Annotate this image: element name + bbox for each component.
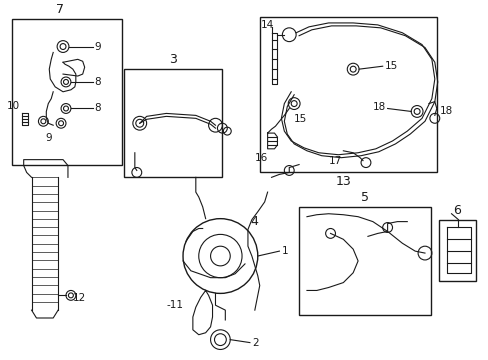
Bar <box>259 17 436 172</box>
Text: 8: 8 <box>94 77 101 87</box>
Text: 4: 4 <box>249 215 257 228</box>
Text: 6: 6 <box>452 204 461 217</box>
Text: 1: 1 <box>281 246 287 256</box>
Text: 5: 5 <box>360 191 368 204</box>
Bar <box>124 69 222 177</box>
Bar <box>12 19 122 165</box>
Text: 18: 18 <box>439 107 452 116</box>
Text: 7: 7 <box>56 3 64 16</box>
Text: 10: 10 <box>7 102 20 112</box>
Text: 13: 13 <box>335 175 350 188</box>
Text: 8: 8 <box>94 103 101 113</box>
Text: 9: 9 <box>94 41 101 51</box>
Text: 9: 9 <box>45 133 52 143</box>
Text: -11: -11 <box>166 300 183 310</box>
Text: 16: 16 <box>255 153 268 163</box>
Text: 18: 18 <box>372 102 386 112</box>
Text: 2: 2 <box>251 338 258 348</box>
Text: 14: 14 <box>261 20 274 30</box>
Bar <box>299 207 430 315</box>
Text: 15: 15 <box>294 114 307 124</box>
Bar <box>438 220 475 281</box>
Text: 15: 15 <box>384 61 397 71</box>
Text: 3: 3 <box>169 53 177 66</box>
Text: 17: 17 <box>328 156 341 166</box>
Text: 12: 12 <box>73 293 86 303</box>
